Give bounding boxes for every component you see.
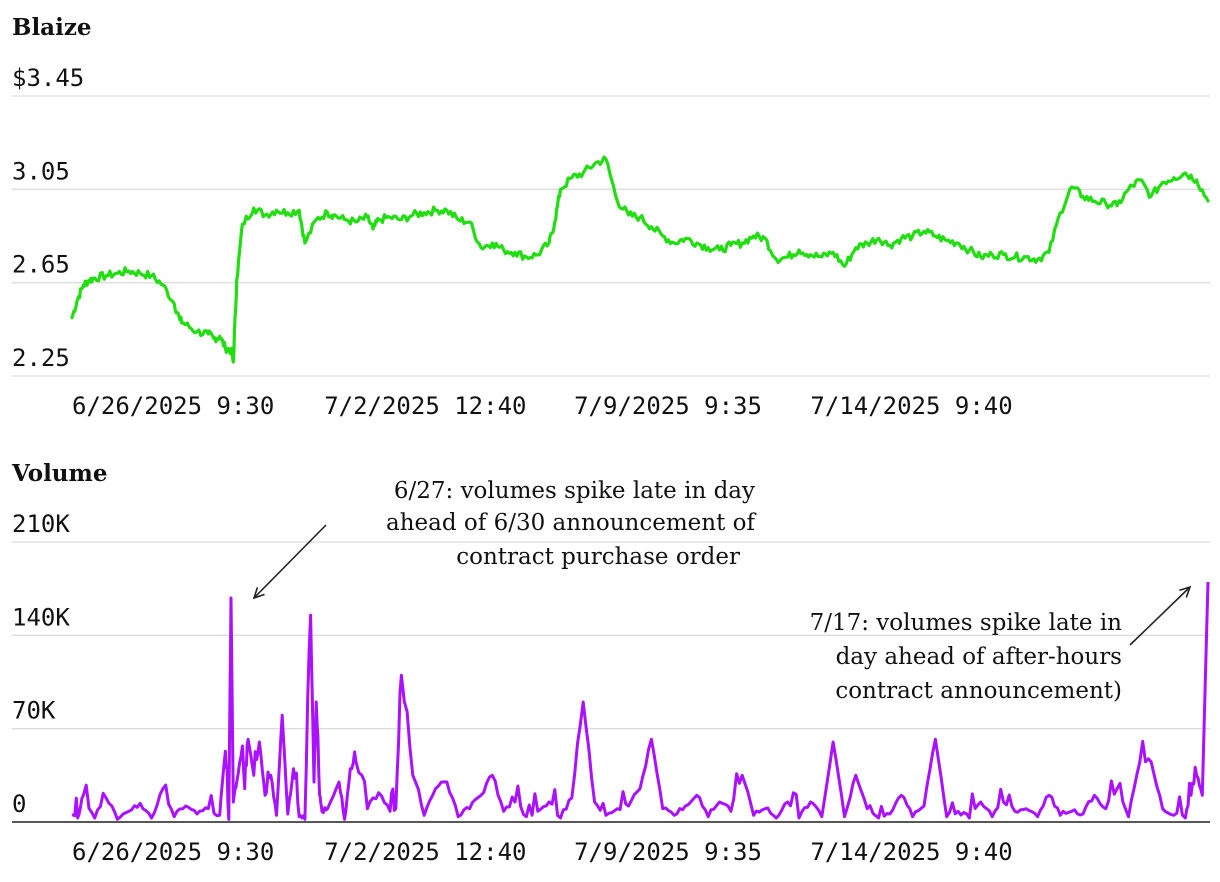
price-chart: Blaize $3.45 3.05 2.65 2.25 6/26/2025 9:30 7… xyxy=(12,14,1210,420)
price-chart-title: Blaize xyxy=(12,14,92,41)
annotation-june-27-line-1: 6/27: volumes spike late in day xyxy=(394,478,755,504)
price-gridlines xyxy=(12,95,1210,377)
volume-y-tick-label: 210K xyxy=(12,510,70,538)
annotation-july-17-line-1: 7/17: volumes spike late in xyxy=(810,610,1123,636)
volume-x-tick-label: 7/2/2025 12:40 xyxy=(324,838,526,866)
volume-line xyxy=(71,581,1210,821)
price-y-ticks: $3.45 3.05 2.65 2.25 xyxy=(12,64,84,372)
volume-y-tick-label: 0 xyxy=(12,790,26,818)
price-x-tick-label: 7/14/2025 9:40 xyxy=(810,392,1012,420)
price-y-tick-label: 3.05 xyxy=(12,157,70,185)
volume-chart-title: Volume xyxy=(11,460,108,487)
annotation-june-27-line-3: contract purchase order xyxy=(456,544,740,570)
price-y-tick-label: $3.45 xyxy=(12,64,84,92)
price-y-tick-label: 2.65 xyxy=(12,251,70,279)
annotation-july-17-line-3: contract announcement) xyxy=(835,678,1122,704)
price-y-tick-label: 2.25 xyxy=(12,344,70,372)
price-line xyxy=(70,155,1210,364)
volume-x-ticks: 6/26/2025 9:30 7/2/2025 12:40 7/9/2025 9:3… xyxy=(72,838,1013,866)
volume-y-tick-label: 140K xyxy=(12,603,70,631)
volume-x-tick-label: 7/9/2025 9:35 xyxy=(574,838,762,866)
volume-y-tick-label: 70K xyxy=(12,697,56,725)
annotation-june-27-line-2: ahead of 6/30 announcement of xyxy=(386,510,756,536)
volume-y-ticks: 210K 140K 70K 0 xyxy=(12,510,70,818)
price-x-tick-label: 7/2/2025 12:40 xyxy=(324,392,526,420)
volume-chart: Volume 210K 140K 70K 0 6/26/2025 9:30 7/2/20… xyxy=(11,460,1210,866)
annotation-june-27: 6/27: volumes spike late in day ahead of… xyxy=(254,478,756,598)
volume-x-tick-label: 7/14/2025 9:40 xyxy=(810,838,1012,866)
annotation-july-17-arrow xyxy=(1129,587,1190,646)
price-x-tick-label: 6/26/2025 9:30 xyxy=(72,392,274,420)
price-x-ticks: 6/26/2025 9:30 7/2/2025 12:40 7/9/2025 9:3… xyxy=(72,392,1013,420)
volume-x-tick-label: 6/26/2025 9:30 xyxy=(72,838,274,866)
annotation-june-27-arrow xyxy=(254,524,327,598)
annotation-july-17: 7/17: volumes spike late in day ahead of… xyxy=(810,587,1190,704)
annotation-july-17-line-2: day ahead of after-hours xyxy=(836,644,1122,670)
price-x-tick-label: 7/9/2025 9:35 xyxy=(574,392,762,420)
